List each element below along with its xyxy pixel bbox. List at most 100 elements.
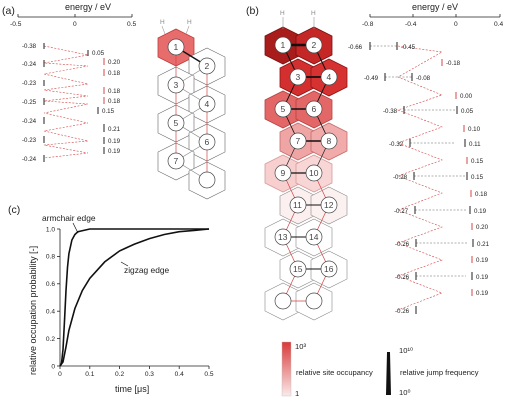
- b-site-number: 13: [278, 232, 288, 242]
- zigzag-edge-label: zigzag edge: [124, 265, 170, 275]
- b-level-value: -0.38: [383, 108, 398, 115]
- a-site-number: 5: [174, 118, 179, 128]
- chart-y-tick-label: 0.2: [46, 336, 55, 343]
- b-level-value: 0.21: [477, 241, 490, 248]
- a-level-value: 0.15: [102, 108, 115, 115]
- a-axis-tick-label: 0: [73, 21, 77, 28]
- a-right-levels: 0.05 0.20 0.18 0.18 0.18 0.15 0.21 0.19 …: [87, 50, 121, 155]
- a-level-value: -0.24: [22, 118, 37, 125]
- b-site-2: 2: [305, 36, 323, 54]
- b-site-4: 4: [320, 68, 338, 86]
- b-site-number: 2: [312, 40, 317, 50]
- chart-x-tick-label: 0.2: [115, 371, 124, 378]
- b-site-16: 16: [320, 260, 338, 278]
- b-level-value: 0.18: [475, 191, 488, 198]
- b-site-5: 5: [274, 100, 292, 118]
- b-site-9: 9: [274, 164, 292, 182]
- a-site-8: [198, 171, 216, 189]
- a-hydrogen-bond: [161, 25, 166, 35]
- b-level-value: 0.19: [476, 274, 489, 281]
- b-axis-tick-label: 0: [454, 21, 458, 28]
- b-axis-tick-label: -0.8: [362, 21, 374, 28]
- occupation-probability-chart: time [μs] relative occupation probabilit…: [28, 213, 214, 394]
- jump-min-label: 10⁰: [399, 388, 411, 397]
- b-site-number: 11: [293, 200, 302, 210]
- b-level-value: 0.10: [468, 126, 481, 133]
- b-site-7: 7: [289, 132, 307, 150]
- a-site-1: 1: [167, 38, 185, 56]
- chart-y-tick-label: 0.6: [46, 281, 55, 288]
- a-level-value: 0.20: [108, 59, 121, 66]
- a-site-number: 4: [205, 99, 210, 109]
- b-level-value: -0.08: [416, 75, 431, 82]
- b-site-6: 6: [305, 100, 323, 118]
- a-axis-tick-label: 0.5: [127, 21, 136, 28]
- a-level-value: 0.18: [108, 88, 121, 95]
- b-level-value: 0.15: [471, 158, 484, 165]
- b-site-number: 9: [281, 168, 286, 178]
- a-level-value: -0.38: [22, 43, 37, 50]
- a-left-levels: -0.38 -0.24 -0.23 -0.25 -0.24 -0.23 -0.2…: [22, 43, 45, 163]
- a-level-value: 0.19: [108, 148, 121, 155]
- a-site-4: 4: [198, 95, 216, 113]
- a-energy-levels: -0.38 -0.24 -0.23 -0.25 -0.24 -0.23 -0.2…: [22, 43, 121, 163]
- chart-x-tick-label: 0: [58, 371, 62, 378]
- a-hydrogen-bond: [185, 25, 190, 35]
- b-site-number: 3: [296, 72, 301, 82]
- b-site-number: 7: [296, 136, 301, 146]
- a-site-number: 3: [174, 80, 179, 90]
- b-site-18: [305, 292, 323, 310]
- a-level-value: 0.19: [108, 138, 121, 145]
- b-site-number: 12: [324, 200, 334, 210]
- a-site-7: 7: [167, 152, 185, 170]
- a-site-number: 7: [174, 156, 179, 166]
- b-site-13: 13: [274, 228, 292, 246]
- a-lattice: H H 1 2 3 4 5 6 7: [157, 19, 226, 200]
- b-level-value: -0.32: [389, 141, 404, 148]
- chart-y-tick-label: 0.8: [46, 254, 55, 261]
- a-site-number: 1: [174, 42, 179, 52]
- chart-y-tick-label: 0: [51, 363, 55, 370]
- a-level-value: -0.24: [22, 156, 37, 163]
- a-hydrogen-label: H: [160, 19, 165, 26]
- panel-c-label: (c): [8, 204, 20, 216]
- b-level-value: -0.45: [401, 44, 416, 51]
- a-site-6: 6: [198, 133, 216, 151]
- occupancy-colorbar: [281, 341, 292, 397]
- b-site-12: 12: [320, 196, 338, 214]
- b-level-value: 0.20: [476, 224, 489, 231]
- b-level-value: -0.26: [395, 274, 410, 281]
- occupancy-min-label: 1: [295, 389, 299, 398]
- b-site-15: 15: [289, 260, 307, 278]
- b-axis-tick-label: 0.4: [494, 21, 503, 28]
- b-site-number: 6: [312, 104, 317, 114]
- a-site-5: 5: [167, 114, 185, 132]
- b-energy-levels: -0.66 -0.49 -0.38 -0.32 -0.28 -0.27 -0.2…: [348, 42, 490, 315]
- a-level-connectors: [43, 45, 89, 159]
- b-level-value: 0.00: [460, 93, 473, 100]
- b-level-value: -0.66: [348, 44, 363, 51]
- b-site-number: 14: [309, 232, 319, 242]
- chart-y-tick-label: 1.0: [46, 226, 55, 233]
- panel-b-label: (b): [246, 5, 259, 17]
- legend: 10³ 1 relative site occupancy 10¹⁰ 10⁰ r…: [281, 341, 479, 398]
- b-level-value: -0.26: [395, 241, 410, 248]
- a-hydrogen-label: H: [187, 19, 192, 26]
- b-site-17: [274, 292, 292, 310]
- chart-x-tick-label: 0.3: [145, 371, 154, 378]
- series-line-zigzag-edge: [59, 228, 210, 367]
- b-site-8: 8: [320, 132, 338, 150]
- occupancy-caption: relative site occupancy: [296, 368, 373, 377]
- b-level-value: -0.18: [446, 60, 461, 67]
- a-site-2: 2: [198, 57, 216, 75]
- jump-max-label: 10¹⁰: [399, 346, 413, 355]
- b-level-value: 0.19: [476, 257, 489, 264]
- b-level-value: 0.11: [469, 141, 481, 148]
- jump-caption: relative jump frequency: [400, 368, 479, 377]
- b-level-connectors: [397, 45, 443, 311]
- occupancy-max-label: 10³: [295, 342, 306, 351]
- a-level-value: -0.23: [22, 80, 37, 87]
- b-site-number: 1: [281, 40, 286, 50]
- b-site-number: 8: [327, 136, 332, 146]
- b-level-value: 0.15: [471, 174, 484, 181]
